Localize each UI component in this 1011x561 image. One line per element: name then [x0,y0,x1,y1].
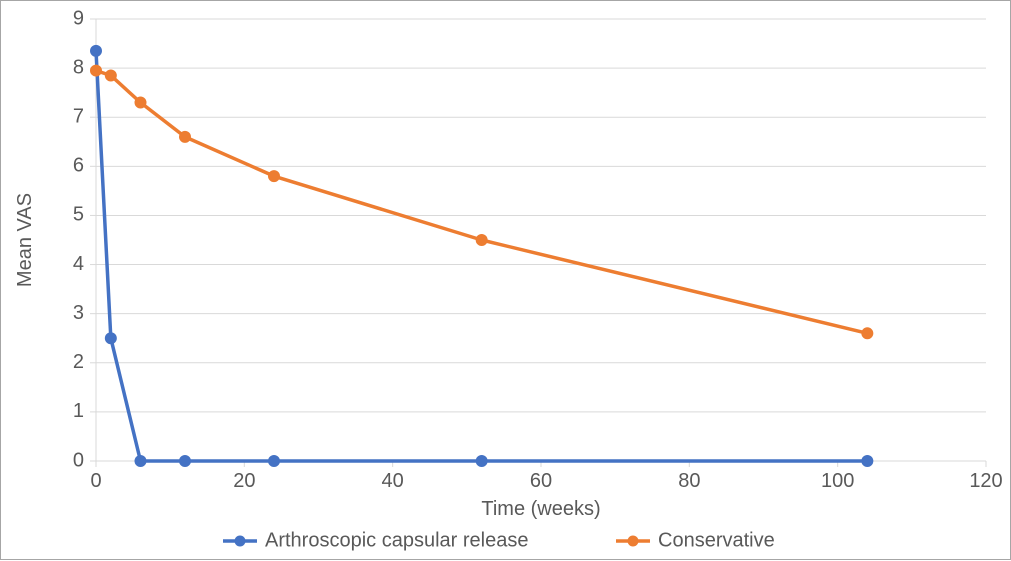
chart-container: 0 1 2 3 4 5 6 7 8 9 0 20 40 60 80 100 120 Time (weeks) Mea… [0,0,1011,560]
series-marker-0 [180,456,191,467]
legend-label: Conservative [658,529,775,551]
series-marker-1 [269,171,280,182]
legend-label: Arthroscopic capsular release [265,529,528,551]
series-marker-0 [135,456,146,467]
y-tick-label: 7 [73,106,84,128]
series-marker-1 [862,328,873,339]
legend-item-1: Conservative [616,529,775,551]
y-tick-label: 6 [73,155,84,177]
x-tick-label: 60 [530,470,552,492]
y-tick-label: 2 [73,351,84,373]
series-marker-0 [862,456,873,467]
y-tick-label: 0 [73,449,84,471]
series-marker-0 [105,333,116,344]
x-tick-label: 120 [969,470,1002,492]
x-tick-label: 100 [821,470,854,492]
x-tick-label: 20 [233,470,255,492]
y-tick-label: 8 [73,56,84,78]
y-tick-label: 1 [73,400,84,422]
series-marker-0 [476,456,487,467]
y-tick-label: 9 [73,7,84,29]
x-tick-label: 80 [678,470,700,492]
y-tick-label: 3 [73,302,84,324]
series-marker-1 [91,65,102,76]
series-marker-1 [476,235,487,246]
x-axis-label: Time (weeks) [481,498,600,520]
series-marker-1 [180,131,191,142]
series-marker-0 [91,45,102,56]
line-chart: 0 1 2 3 4 5 6 7 8 9 0 20 40 60 80 100 120 Time (weeks) Mea… [1,1,1011,561]
series-marker-0 [269,456,280,467]
y-axis-label: Mean VAS [14,193,36,287]
x-tick-label: 0 [90,470,101,492]
y-tick-label: 4 [73,253,84,275]
x-tick-label: 40 [382,470,404,492]
y-tick-label: 5 [73,204,84,226]
legend-item-0: Arthroscopic capsular release [223,529,528,551]
series-marker-1 [135,97,146,108]
series-marker-1 [105,70,116,81]
